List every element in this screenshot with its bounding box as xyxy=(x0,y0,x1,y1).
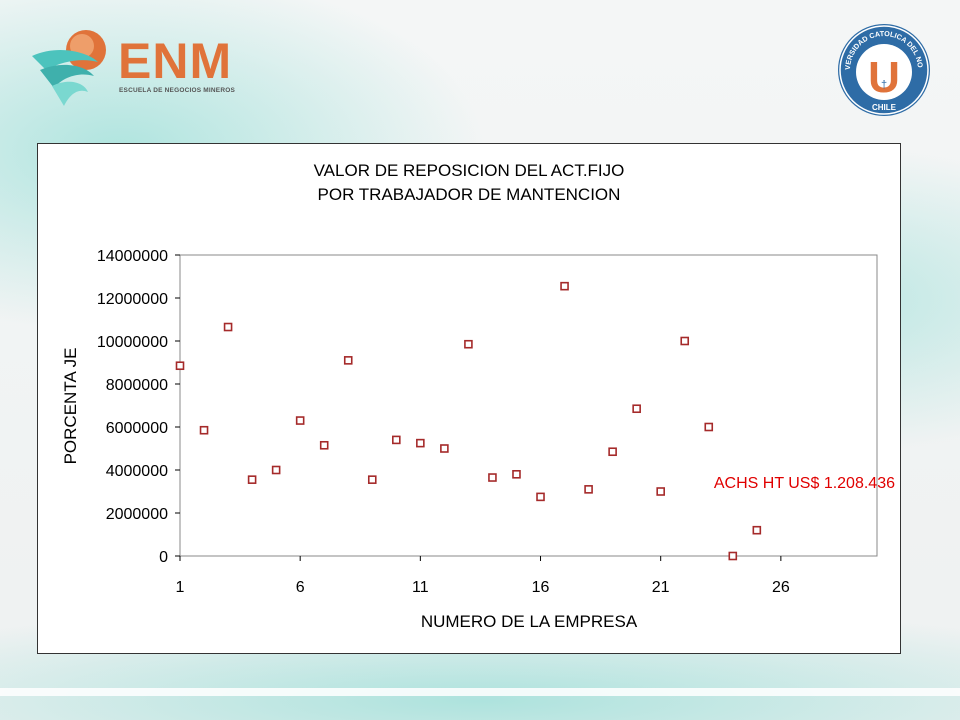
x-tick-label: 21 xyxy=(652,579,670,596)
y-tick-label: 4000000 xyxy=(106,463,168,480)
x-tick-label: 26 xyxy=(772,579,790,596)
y-tick-label: 10000000 xyxy=(97,334,168,351)
x-tick-label: 16 xyxy=(532,579,550,596)
svg-text:†: † xyxy=(881,79,887,91)
data-point xyxy=(319,440,329,450)
y-tick-label: 14000000 xyxy=(97,248,168,265)
ucn-bottom-text: CHILE xyxy=(872,103,897,112)
chart-title-line-1: VALOR DE REPOSICION DEL ACT.FIJO xyxy=(314,161,625,180)
data-point xyxy=(343,356,353,365)
data-point xyxy=(728,551,738,561)
data-point xyxy=(416,438,425,448)
data-point xyxy=(560,281,569,291)
data-point xyxy=(175,361,185,371)
chart-title-line-2: POR TRABAJADOR DE MANTENCION xyxy=(318,185,621,204)
x-tick-label: 1 xyxy=(176,579,185,596)
data-point xyxy=(656,487,665,496)
y-axis-label: PORCENTA JE xyxy=(61,348,80,465)
data-point xyxy=(392,435,401,445)
data-point xyxy=(752,525,762,535)
data-point xyxy=(271,465,281,475)
data-point xyxy=(608,447,617,457)
data-point xyxy=(584,485,593,494)
data-point xyxy=(704,422,714,432)
ucn-logo: UNIVERSIDAD CATOLICA DEL NORTE CHILE U † xyxy=(833,15,932,118)
ucn-seal-icon: UNIVERSIDAD CATOLICA DEL NORTE CHILE U † xyxy=(833,15,930,116)
data-point xyxy=(680,336,690,346)
achs-annotation: ACHS HT US$ 1.208.436 xyxy=(714,475,895,492)
x-axis-label: NUMERO DE LA EMPRESA xyxy=(421,612,638,631)
data-point xyxy=(223,322,233,332)
enm-logo-icon xyxy=(32,30,106,106)
enm-logo xyxy=(28,26,248,114)
ucn-letter: U xyxy=(868,53,900,102)
y-tick-label: 2000000 xyxy=(106,506,168,523)
data-point xyxy=(464,339,473,349)
y-tick-label: 0 xyxy=(159,549,168,566)
data-point xyxy=(199,425,209,435)
data-point xyxy=(512,469,521,479)
x-tick-label: 11 xyxy=(412,579,429,596)
data-point xyxy=(536,492,545,502)
y-tick-label: 6000000 xyxy=(106,420,168,437)
data-point xyxy=(488,473,497,482)
data-point xyxy=(367,475,377,484)
bottom-band xyxy=(0,688,960,696)
enm-logo-name: ENM xyxy=(118,33,233,89)
data-point xyxy=(295,416,305,425)
x-tick-label: 6 xyxy=(296,579,305,596)
data-point xyxy=(632,404,641,414)
data-point xyxy=(247,475,257,484)
y-tick-label: 12000000 xyxy=(97,291,168,308)
data-point xyxy=(440,444,449,453)
plot-area xyxy=(179,254,878,557)
enm-logo-subtitle: ESCUELA DE NEGOCIOS MINEROS xyxy=(119,87,236,94)
y-tick-label: 8000000 xyxy=(106,377,168,394)
